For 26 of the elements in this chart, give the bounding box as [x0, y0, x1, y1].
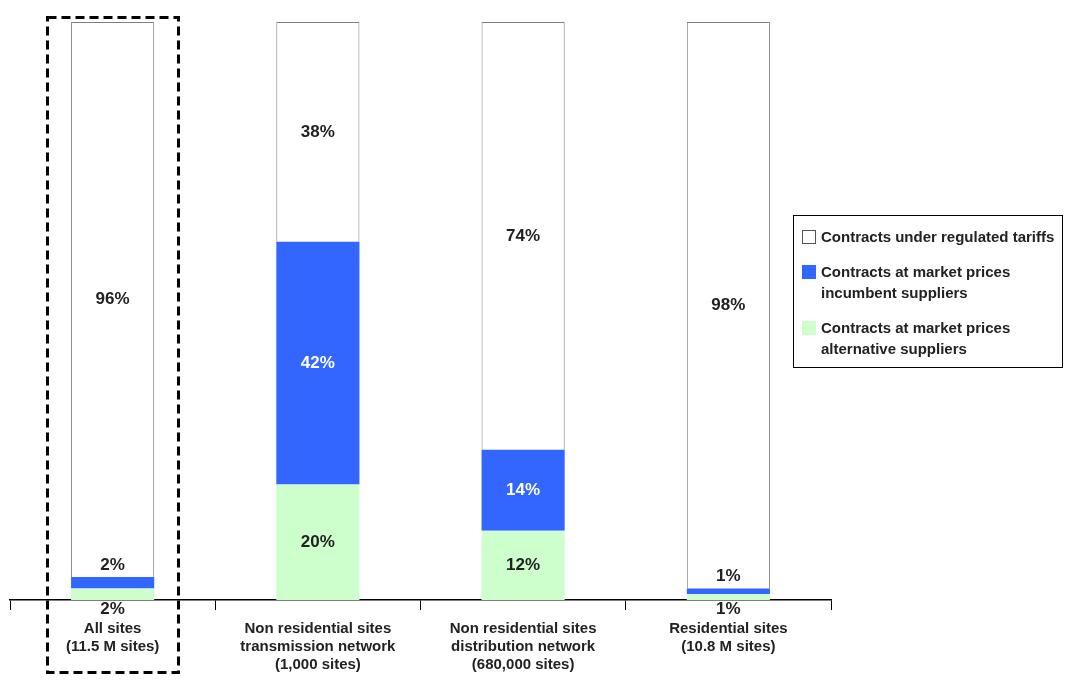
data-label: 1%	[716, 598, 741, 618]
data-label: 96%	[95, 289, 130, 309]
legend-label: Contracts at market prices incumbent suppliers	[821, 261, 1011, 303]
data-label: 20%	[300, 531, 335, 551]
data-label: 1%	[716, 566, 741, 586]
x-tick-label: All sites (11.5 M sites)	[65, 619, 160, 655]
data-label: 12%	[506, 555, 541, 575]
data-label: 2%	[100, 554, 125, 574]
data-label: 98%	[711, 294, 746, 314]
bar	[481, 449, 565, 531]
data-label: 14%	[506, 479, 541, 499]
data-label: 42%	[300, 352, 335, 372]
bar	[686, 594, 770, 600]
bar	[71, 588, 155, 600]
data-label: 2%	[100, 598, 125, 618]
x-tick-label: Residential sites (10.8 M sites)	[669, 619, 788, 655]
data-label: 74%	[506, 225, 541, 245]
bar	[276, 484, 360, 600]
bar	[686, 588, 770, 595]
text: Contracts under regulated tariffs	[821, 226, 1055, 247]
bar	[71, 576, 155, 589]
x-tick-label: Non residential sites distribution network (680,000 sites)	[449, 619, 597, 673]
legend-label: Contracts at market prices alternative suppliers	[821, 317, 1011, 359]
x-tick-label: Non residential sites transmission network (1,000 sites)	[240, 619, 397, 673]
bar	[481, 530, 565, 600]
data-label: 38%	[300, 121, 335, 141]
